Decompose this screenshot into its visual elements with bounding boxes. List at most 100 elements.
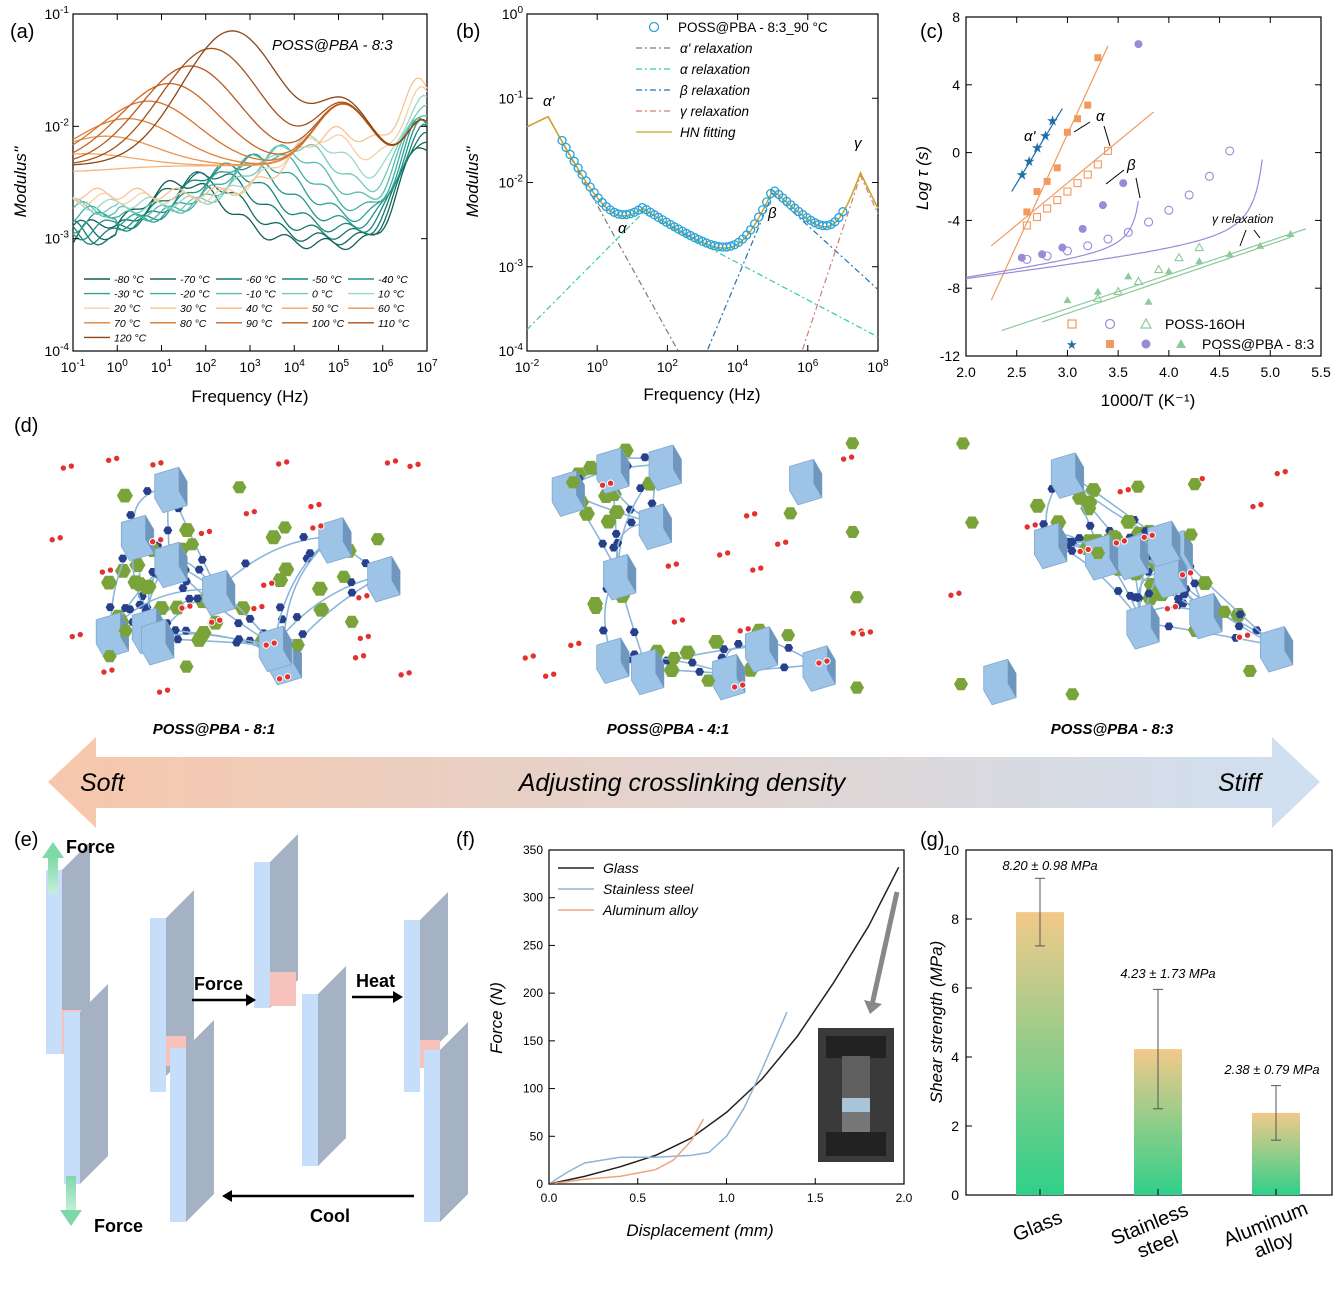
c-point-gamma-16oh — [1174, 252, 1184, 262]
panel-c-annot-alpha-prime: α' — [1024, 128, 1037, 145]
panel-b-annot-beta: β — [767, 205, 777, 222]
panel-c: (c) ★★★★★ 2.0 2.5 3.0 3.5 4.0 4.5 5.0 5.5840-4-… — [913, 9, 1331, 410]
linker-pentagon — [598, 626, 608, 635]
b-legend-label: POSS@PBA - 8:3_90 °C — [678, 20, 828, 35]
b-data-point — [569, 156, 579, 166]
linker-pentagon — [1144, 589, 1154, 598]
c-point-beta-16oh — [1103, 234, 1113, 244]
hydroxyl-dot — [262, 641, 270, 649]
b-ytick-label: 10-3 — [499, 258, 524, 275]
pba-hexagon — [965, 516, 979, 529]
legend-posspba: POSS@PBA - 8:3 — [1202, 336, 1314, 352]
a-legend-label: 50 °C — [312, 303, 339, 315]
b-data-point — [565, 149, 575, 160]
c-point-alpha-pba — [1094, 54, 1102, 62]
hydroxyl-dot — [48, 536, 56, 544]
slab-front — [302, 994, 318, 1166]
b-xtick-label: 106 — [797, 358, 819, 375]
hydroxyl-dot — [1148, 531, 1156, 539]
a-legend-label: 70 °C — [114, 318, 141, 330]
c-point-beta-16oh — [1184, 190, 1194, 200]
b-xtick-label-base: 10 — [797, 359, 813, 375]
pba-hexagon — [663, 663, 680, 677]
pba-hexagon — [115, 564, 131, 578]
linker-pentagon — [687, 658, 697, 667]
linker-pentagon — [142, 487, 152, 495]
b-xtick-label-base: 10 — [657, 359, 673, 375]
linker-pentagon — [1125, 591, 1135, 600]
c-point-alpha-prime: ★ — [1031, 140, 1044, 156]
a-ytick-label: 10-1 — [45, 5, 70, 22]
poss-cube-side — [1109, 534, 1118, 573]
pba-hexagon — [1091, 546, 1106, 559]
hydroxyl-dot — [549, 670, 558, 678]
cool-arrow-head — [222, 1190, 232, 1202]
a-xtick-label-exp: 3 — [255, 358, 261, 369]
hydroxyl-dot — [157, 459, 165, 467]
force-bottom-label: Force — [94, 1216, 143, 1236]
hydroxyl-dot — [541, 672, 550, 680]
a-xtick-label-base: 10 — [107, 359, 123, 375]
slab-side — [318, 966, 346, 1166]
a-xtick-label: 105 — [328, 358, 350, 375]
curve-20C — [72, 86, 428, 206]
hydroxyl-dot — [282, 458, 291, 466]
panel-b-annot-gamma: γ — [854, 135, 863, 152]
c-point-beta-pba — [1119, 179, 1128, 188]
a-ytick-label-exp: -3 — [60, 230, 69, 241]
slab-front — [46, 870, 62, 1054]
arrow-center: Adjusting crosslinking density — [517, 769, 847, 797]
b-xtick-label-exp: 6 — [813, 358, 819, 369]
panel-f-legend: Glass Stainless steel Aluminum alloy — [558, 860, 699, 918]
a-xtick-label-exp: 5 — [344, 358, 350, 369]
panel-c-ylabel: Log τ (s) — [913, 146, 932, 210]
b-data-point — [701, 238, 712, 248]
pba-hexagon — [179, 523, 195, 537]
c-annot-arrow — [1105, 169, 1125, 185]
panel-d-label: (d) — [14, 415, 38, 437]
linker-pentagon — [1113, 587, 1123, 595]
b-beta-curve — [707, 192, 879, 350]
a-legend-label: -50 °C — [312, 274, 342, 286]
pba-hexagon — [185, 538, 200, 551]
c-fit-gamma-pba — [1041, 236, 1291, 323]
c-ytick-label: 8 — [952, 9, 960, 25]
pba-hexagon — [578, 506, 595, 521]
hydroxyl-dot — [744, 625, 752, 633]
a-xtick-label-base: 10 — [61, 359, 77, 375]
hydroxyl-dot — [67, 462, 76, 470]
f-series-glass — [548, 866, 900, 1185]
arrow-soft: Soft — [80, 769, 126, 797]
b-ytick-label-base: 10 — [502, 6, 518, 22]
c-vft-beta-pba — [965, 200, 1139, 278]
panel-f-ylabel: Force (N) — [487, 982, 506, 1054]
hydroxyl-dot — [773, 540, 782, 548]
slab-side — [80, 984, 108, 1184]
c-point-gamma-16oh — [1153, 264, 1164, 274]
a-ytick-label-base: 10 — [45, 231, 61, 247]
hydroxyl-dot — [575, 639, 583, 648]
panel-c-annot-alpha: α — [1096, 108, 1105, 125]
hydroxyl-dot — [664, 562, 673, 570]
legend-filled-square — [1106, 340, 1114, 348]
hydroxyl-dot — [108, 666, 116, 674]
pba-hexagon — [344, 615, 359, 628]
hydroxyl-dot — [1281, 467, 1289, 476]
force-mid-arrow-head — [246, 994, 256, 1006]
f-xlabel-text: Displacement (mm) — [626, 1221, 773, 1240]
hydroxyl-dot — [1163, 605, 1172, 613]
a-xtick-label-exp: 0 — [122, 358, 128, 369]
legend-star: ★ — [1066, 337, 1078, 352]
f-xtick-label: 0.5 — [629, 1191, 646, 1205]
panel-a-label: (a) — [10, 21, 34, 43]
curve--40C — [72, 119, 428, 241]
c-point-alpha-16oh — [1032, 212, 1042, 222]
linker-pentagon — [232, 638, 242, 647]
linker-pentagon — [241, 559, 250, 568]
caption-8-1: POSS@PBA - 8:1 — [153, 721, 275, 738]
hydroxyl-dot — [567, 641, 575, 650]
hydroxyl-dot — [383, 459, 392, 467]
b-xtick-label-exp: 4 — [743, 358, 749, 369]
legend-open-square — [1067, 319, 1077, 329]
c-xtick-label: 2.0 — [956, 364, 976, 380]
